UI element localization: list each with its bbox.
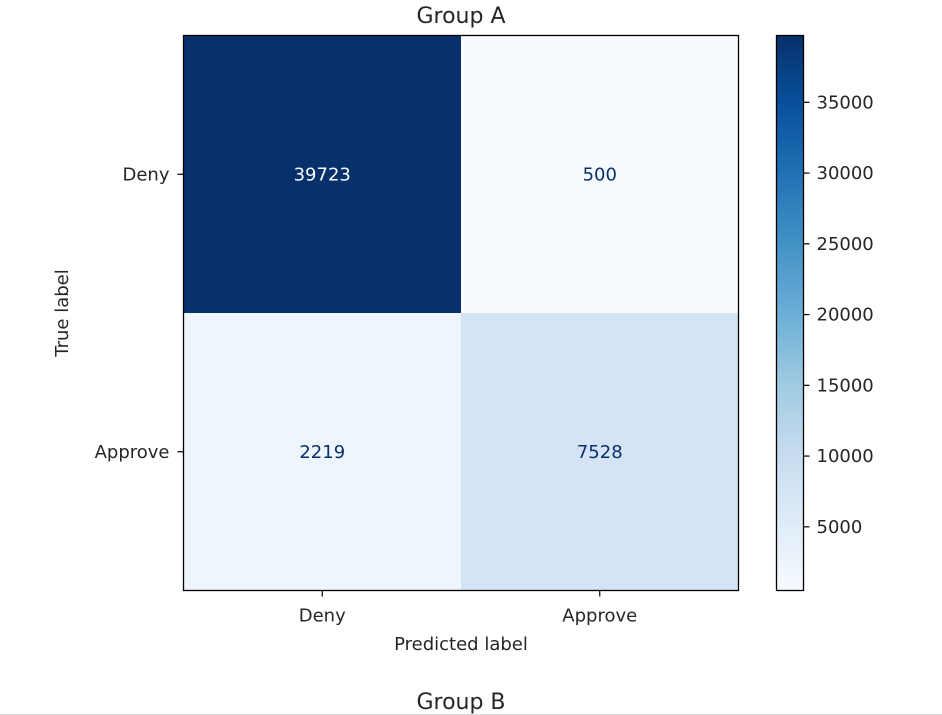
colorbar-tick-label: 10000 xyxy=(817,446,874,467)
cell-value-label: 500 xyxy=(583,164,617,185)
cell-value-label: 39723 xyxy=(294,164,351,185)
x-axis: Deny Approve xyxy=(299,590,637,627)
colorbar-tick-label: 35000 xyxy=(817,92,874,113)
colorbar-axis: 5000 10000 15000 20000 25000 30000 35000 xyxy=(803,92,874,538)
plot-frame xyxy=(182,34,740,592)
y-axis-label: True label xyxy=(52,269,73,358)
cell-value-label: 7528 xyxy=(577,442,623,463)
matrix-cell xyxy=(183,35,461,313)
colorbar-tick-label: 20000 xyxy=(817,305,874,326)
matrix-cells: 39723 500 2219 7528 xyxy=(183,35,739,591)
y-tick-label: Deny xyxy=(123,164,170,185)
x-tick-label: Deny xyxy=(299,606,346,627)
x-tick-label: Approve xyxy=(562,606,637,627)
colorbar-tick-label: 5000 xyxy=(817,517,863,538)
colorbar-tick-label: 25000 xyxy=(817,234,874,255)
x-axis-label: Predicted label xyxy=(394,634,528,655)
colorbar-tick-label: 30000 xyxy=(817,163,874,184)
second-chart-title: Group B xyxy=(416,690,505,715)
colorbar xyxy=(775,34,805,592)
matrix-cell xyxy=(461,35,739,313)
cell-value-label: 2219 xyxy=(299,442,345,463)
y-axis: Deny Approve xyxy=(95,164,184,463)
colorbar-tick-label: 15000 xyxy=(817,375,874,396)
matrix-cell xyxy=(461,313,739,591)
y-tick-label: Approve xyxy=(95,442,170,463)
chart-title: Group A xyxy=(416,4,505,29)
matrix-cell xyxy=(183,313,461,591)
